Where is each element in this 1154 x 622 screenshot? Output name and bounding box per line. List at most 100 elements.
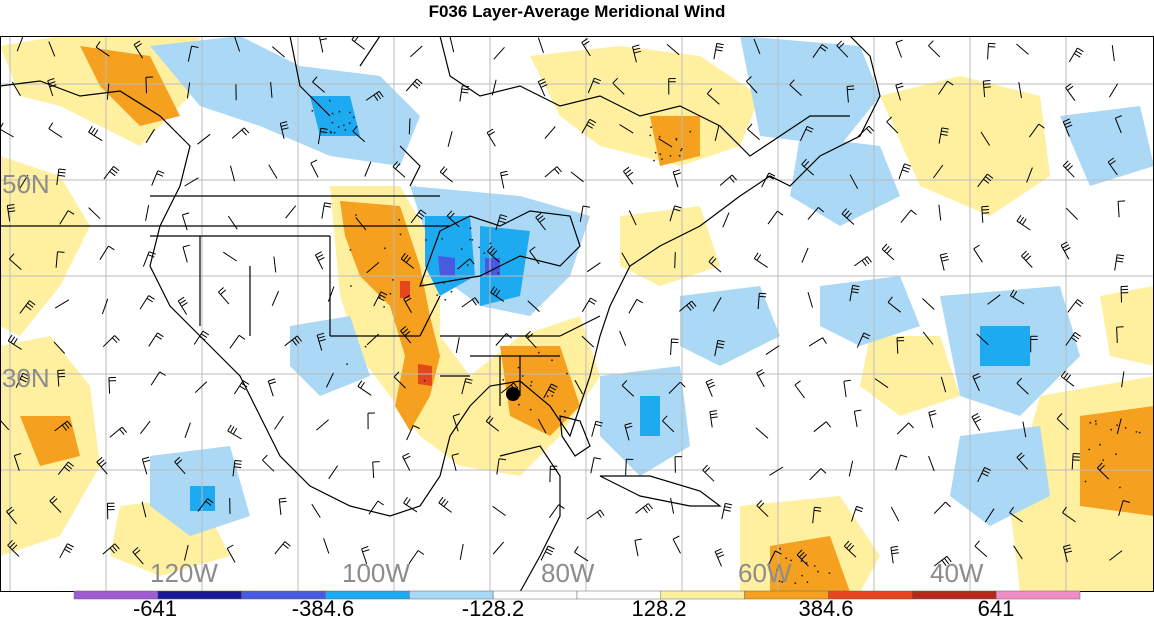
stipple-dot	[330, 131, 332, 134]
wind-map: 50N 30N 120W 100W 80W 60W 40W	[0, 36, 1154, 592]
wind-barb	[1062, 118, 1073, 137]
wind-barb	[451, 453, 459, 471]
wind-barb	[799, 125, 814, 142]
wind-barb	[714, 125, 720, 142]
colorbar-label: 641	[977, 596, 1015, 621]
stipple-dot	[675, 138, 678, 141]
stipple-dot	[392, 279, 394, 281]
wind-barb	[765, 345, 780, 356]
wind-barb	[678, 300, 697, 312]
wind-barb	[672, 535, 681, 554]
positive-shading	[620, 206, 720, 286]
stipple-dot	[1095, 423, 1097, 425]
wind-barb	[218, 287, 230, 305]
wind-barb	[7, 334, 22, 350]
wind-barb	[933, 555, 952, 567]
stipple-dot	[779, 547, 781, 550]
wind-barb	[410, 45, 423, 58]
wind-barb	[669, 205, 682, 222]
wind-barb	[746, 76, 758, 94]
wind-barb	[373, 291, 388, 307]
wind-barb	[327, 286, 335, 302]
wind-barb	[11, 81, 21, 97]
stipple-dot	[389, 292, 392, 295]
stipple-dot	[398, 218, 401, 221]
wind-barb	[312, 76, 326, 93]
wind-barb	[393, 371, 406, 389]
wind-barb	[632, 44, 642, 63]
lon-label: 100W	[342, 558, 410, 588]
wind-barb	[108, 376, 117, 394]
stipple-dot	[801, 574, 803, 577]
stipple-dot	[1102, 459, 1105, 461]
colorbar-label: -641	[132, 596, 178, 621]
wind-barb	[491, 79, 497, 96]
wind-barb	[408, 550, 425, 564]
stipple-dot	[344, 129, 347, 131]
wind-barb	[274, 415, 284, 430]
wind-barb	[702, 464, 715, 482]
wind-barb	[1063, 544, 1073, 563]
stipple-dot	[441, 238, 444, 240]
wind-barb	[361, 546, 370, 565]
stipple-dot	[529, 384, 532, 387]
wind-barb	[982, 80, 991, 98]
strong-positive-shading	[650, 116, 700, 166]
wind-barb	[174, 456, 186, 475]
stipple-dot	[364, 345, 367, 348]
wind-barb	[1016, 215, 1031, 231]
wind-barb	[355, 217, 367, 231]
wind-barb	[851, 505, 864, 522]
wind-barb	[231, 127, 250, 139]
wind-barb	[352, 125, 366, 143]
wind-barb	[938, 127, 949, 144]
stipple-dot	[338, 110, 341, 113]
wind-barb	[461, 297, 480, 308]
stipple-dot	[1135, 431, 1138, 433]
wind-barb	[181, 212, 190, 231]
wind-barb	[368, 500, 384, 515]
wind-barb	[232, 459, 242, 477]
wind-barb	[184, 177, 199, 187]
wind-barb	[48, 41, 56, 57]
stipple-dot	[529, 408, 532, 411]
wind-barb	[537, 78, 548, 97]
wind-barb	[635, 503, 653, 514]
wind-barb	[19, 174, 29, 190]
wind-barb	[400, 252, 415, 269]
wind-barb	[887, 296, 902, 313]
wind-barb	[230, 165, 236, 182]
wind-barb	[849, 284, 860, 302]
wind-barb	[495, 214, 508, 231]
stipple-dot	[469, 227, 472, 230]
stipple-dot	[661, 158, 663, 161]
wind-barb	[53, 341, 66, 354]
wind-barb	[54, 299, 70, 309]
wind-barb	[439, 166, 453, 183]
wind-barb	[747, 123, 760, 140]
wind-barb	[310, 159, 319, 178]
wind-barb	[854, 256, 872, 267]
wind-barb	[1060, 241, 1071, 260]
wind-barb	[490, 286, 505, 302]
map-title: F036 Layer-Average Meridional Wind	[428, 2, 726, 21]
wind-barb	[922, 331, 934, 345]
wind-barb	[233, 380, 250, 395]
stipple-dot	[1116, 424, 1118, 427]
wind-barb	[495, 333, 512, 346]
wind-barb	[270, 81, 273, 98]
wind-barb	[1028, 123, 1045, 138]
stipple-dot	[564, 410, 566, 413]
wind-barb	[284, 335, 302, 347]
wind-barb	[706, 88, 720, 105]
wind-barb	[197, 133, 211, 145]
stipple-dot	[442, 281, 445, 284]
stipple-dot	[790, 559, 792, 562]
wind-barb	[789, 79, 802, 96]
wind-barb	[971, 412, 982, 432]
wind-barb	[187, 45, 199, 62]
wind-barb	[438, 496, 452, 513]
wind-barb	[938, 204, 942, 221]
stipple-dot	[349, 249, 352, 251]
wind-barb	[529, 246, 540, 265]
